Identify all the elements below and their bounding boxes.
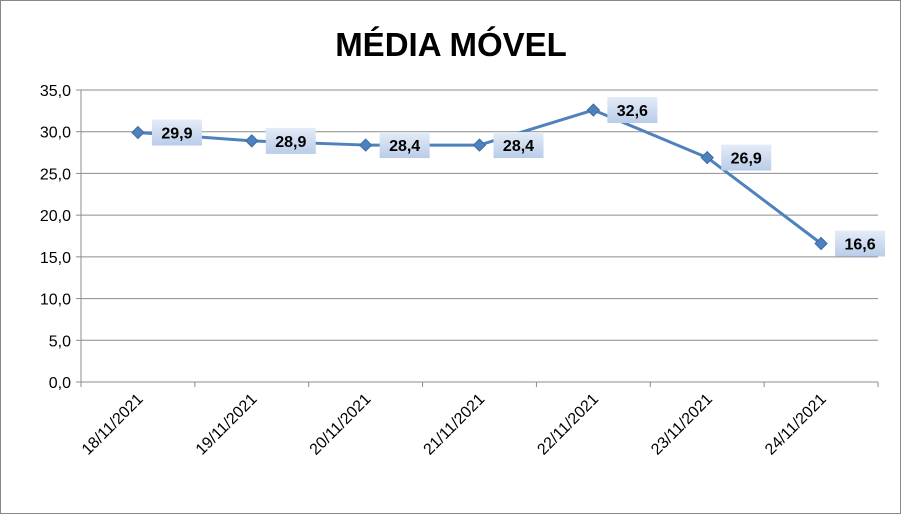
data-point-marker — [814, 236, 828, 251]
data-label: 28,4 — [503, 138, 534, 155]
data-label-box — [835, 230, 886, 257]
data-label: 28,9 — [275, 134, 306, 151]
data-point-marker — [700, 150, 714, 165]
y-tick-label: 0,0 — [49, 375, 71, 392]
data-label: 32,6 — [617, 103, 648, 120]
x-tick-label: 20/11/2021 — [307, 391, 375, 459]
y-tick-label: 5,0 — [49, 333, 71, 350]
axes — [76, 89, 879, 387]
grid-lines — [81, 89, 878, 341]
series-polyline — [137, 108, 822, 245]
data-point-marker — [358, 138, 373, 152]
x-tick-label: 24/11/2021 — [762, 391, 830, 459]
x-tick-label: 19/11/2021 — [193, 391, 261, 459]
data-point-marker — [245, 134, 259, 148]
data-labels: 29,9 28,9 28,4 28,4 32,6 26,9 16,6 — [151, 97, 886, 257]
y-tick-label: 35,0 — [40, 83, 71, 100]
data-label: 29,9 — [161, 126, 192, 143]
y-tick-label: 25,0 — [40, 166, 71, 183]
data-point-marker — [131, 125, 145, 140]
x-tick-label: 18/11/2021 — [79, 391, 147, 459]
x-tick-label: 21/11/2021 — [421, 391, 489, 459]
y-tick-label: 10,0 — [40, 292, 71, 309]
data-label-box — [721, 144, 772, 171]
data-point-marker — [472, 138, 487, 152]
y-tick-labels: 0,0 5,0 10,0 15,0 20,0 25,0 30,0 35,0 — [40, 83, 71, 392]
data-label: 28,4 — [389, 138, 420, 155]
y-tick-label: 30,0 — [40, 125, 71, 142]
x-tick-label: 22/11/2021 — [534, 391, 602, 459]
chart-title: MÉDIA MÓVEL — [335, 26, 567, 63]
data-label-box — [379, 132, 430, 159]
x-tick-label: 23/11/2021 — [648, 391, 716, 459]
y-tick-label: 15,0 — [40, 250, 71, 267]
x-tick-labels: 18/11/2021 19/11/2021 20/11/2021 21/11/2021… — [79, 391, 830, 459]
data-label-box — [265, 127, 316, 154]
data-label-box — [151, 119, 202, 146]
data-label: 26,9 — [731, 151, 762, 168]
data-label-box — [607, 97, 658, 124]
series-line — [131, 103, 828, 251]
data-label-box — [493, 132, 544, 159]
data-point-marker — [586, 103, 601, 117]
y-tick-label: 20,0 — [40, 208, 71, 225]
data-label: 16,6 — [845, 237, 876, 254]
